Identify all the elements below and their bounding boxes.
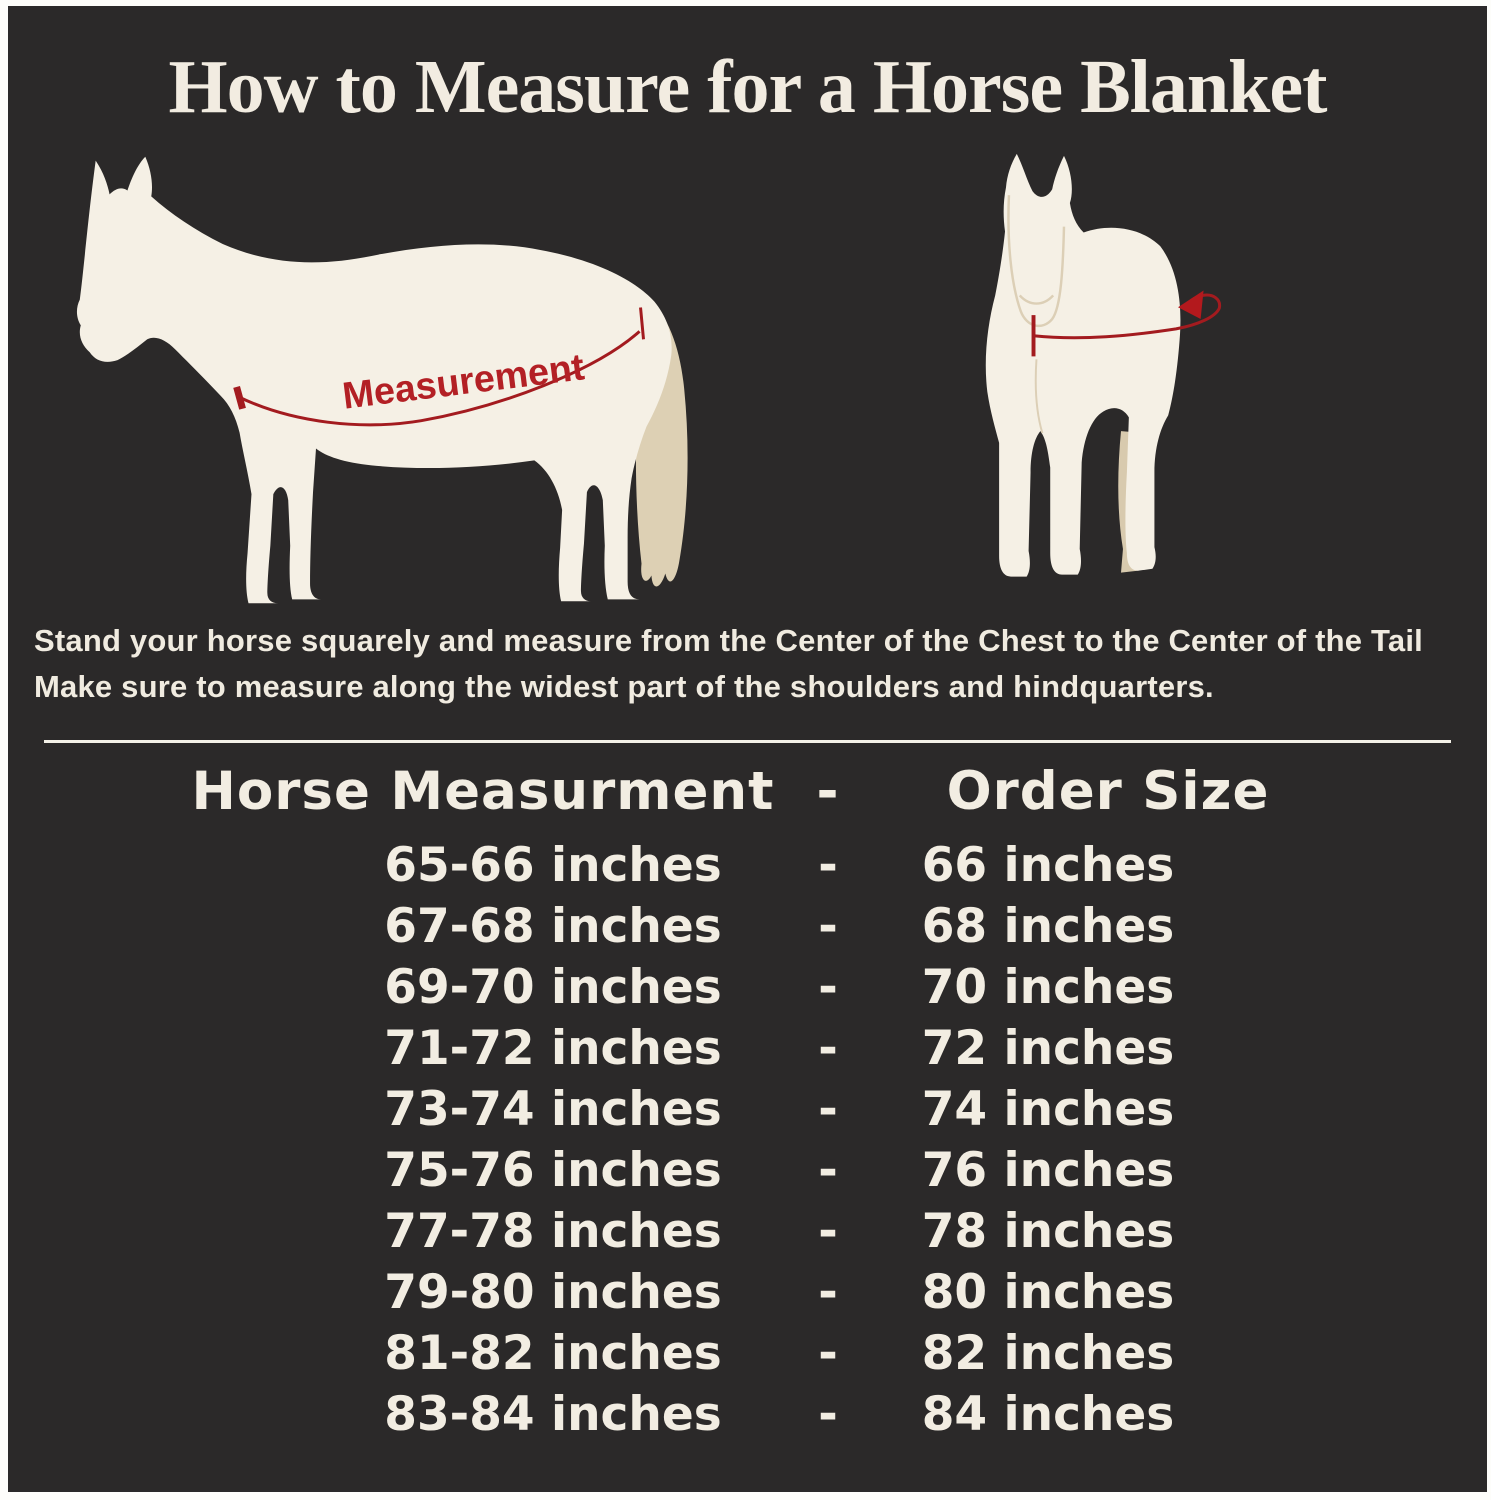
row-order-size: 76 inches — [921, 1142, 1175, 1198]
page-title: How to Measure for a Horse Blanket — [168, 45, 1328, 129]
horse-front-body — [985, 153, 1181, 577]
row-measurement: 81-82 inches — [384, 1325, 722, 1381]
horse-body — [76, 156, 672, 604]
row-measurement: 83-84 inches — [384, 1386, 722, 1442]
horse-diagrams: Measurement — [8, 150, 1487, 608]
horse-chest-crease — [1034, 359, 1044, 434]
row-measurement: 73-74 inches — [384, 1081, 722, 1137]
table-row: 81-82 inches - 82 inches — [8, 1323, 1487, 1384]
row-order-size: 78 inches — [921, 1203, 1175, 1259]
table-row: 83-84 inches - 84 inches — [8, 1384, 1487, 1445]
table-row: 75-76 inches - 76 inches — [8, 1140, 1487, 1201]
row-order-size: 82 inches — [921, 1325, 1175, 1381]
horse-muzzle-crease — [1018, 294, 1055, 305]
row-order-size: 74 inches — [921, 1081, 1175, 1137]
row-measurement: 67-68 inches — [384, 898, 722, 954]
table-row: 65-66 inches - 66 inches — [8, 835, 1487, 896]
table-row: 71-72 inches - 72 inches — [8, 1018, 1487, 1079]
row-order-size: 84 inches — [921, 1386, 1175, 1442]
row-measurement: 71-72 inches — [384, 1020, 722, 1076]
measurement-tick-tail — [639, 307, 645, 340]
size-table: Horse Measurment - Order Size 65-66 inch… — [8, 759, 1487, 1445]
size-table-header: Horse Measurment - Order Size — [8, 759, 1487, 825]
row-separator: - — [818, 1203, 838, 1259]
header-measurement: Horse Measurment — [191, 760, 775, 822]
row-separator: - — [818, 1020, 838, 1076]
row-separator: - — [818, 1325, 838, 1381]
header-order-size: Order Size — [946, 760, 1270, 822]
row-order-size: 80 inches — [921, 1264, 1175, 1320]
row-measurement: 79-80 inches — [384, 1264, 722, 1320]
row-order-size: 72 inches — [921, 1020, 1175, 1076]
row-order-size: 68 inches — [921, 898, 1175, 954]
row-separator: - — [818, 1264, 838, 1320]
infographic-panel: How to Measure for a Horse Blanket Measu… — [8, 6, 1487, 1492]
row-separator: - — [818, 959, 838, 1015]
row-separator: - — [818, 837, 838, 893]
row-separator: - — [818, 1386, 838, 1442]
row-separator: - — [818, 898, 838, 954]
instructions-line-2: Make sure to measure along the widest pa… — [34, 668, 1214, 704]
row-measurement: 69-70 inches — [384, 959, 722, 1015]
table-row: 79-80 inches - 80 inches — [8, 1262, 1487, 1323]
divider-line — [44, 739, 1451, 743]
measuring-instructions: Stand your horse squarely and measure fr… — [34, 618, 1461, 710]
girth-arrowhead — [1178, 290, 1204, 319]
table-body: 65-66 inches - 66 inches 67-68 inches - … — [8, 835, 1487, 1445]
header-separator: - — [816, 760, 840, 822]
row-measurement: 65-66 inches — [384, 837, 722, 893]
row-separator: - — [818, 1081, 838, 1137]
instructions-line-1: Stand your horse squarely and measure fr… — [34, 622, 1423, 658]
row-order-size: 66 inches — [921, 837, 1175, 893]
table-row: 77-78 inches - 78 inches — [8, 1201, 1487, 1262]
row-measurement: 75-76 inches — [384, 1142, 722, 1198]
front-horse-illustration — [985, 153, 1222, 577]
table-row: 69-70 inches - 70 inches — [8, 957, 1487, 1018]
row-order-size: 70 inches — [921, 959, 1175, 1015]
row-measurement: 77-78 inches — [384, 1203, 722, 1259]
table-row: 73-74 inches - 74 inches — [8, 1079, 1487, 1140]
row-separator: - — [818, 1142, 838, 1198]
side-horse-illustration: Measurement — [76, 156, 688, 604]
table-row: 67-68 inches - 68 inches — [8, 896, 1487, 957]
measurement-line — [237, 330, 641, 427]
measurement-tick-chest — [233, 385, 246, 410]
